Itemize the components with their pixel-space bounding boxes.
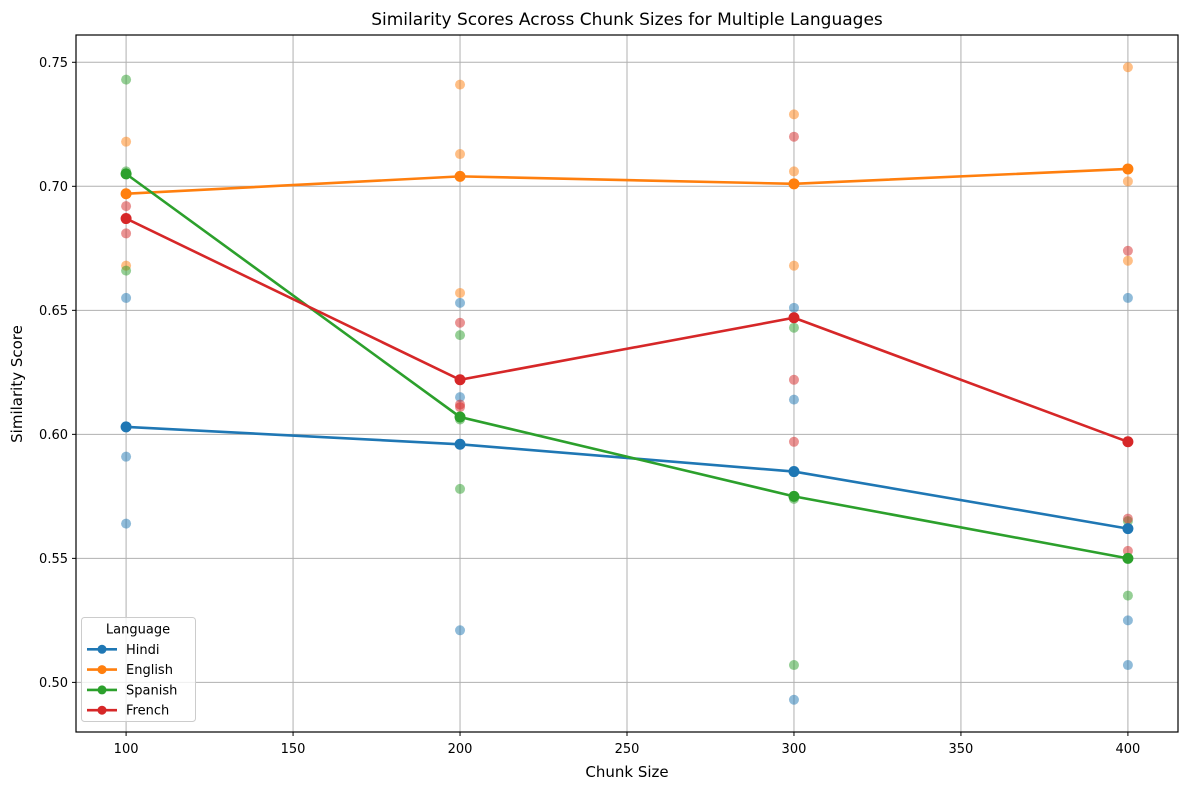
hindi-scatter-point xyxy=(455,625,466,636)
english-scatter-point xyxy=(455,79,466,90)
english-mean-line xyxy=(126,167,1128,196)
french-mean-marker xyxy=(454,374,466,386)
y-tick-label: 0.50 xyxy=(39,676,68,691)
french-scatter-point xyxy=(788,374,799,385)
hindi-scatter-point xyxy=(121,292,132,303)
english-scatter-point xyxy=(1122,176,1133,187)
spanish-scatter-point xyxy=(455,330,466,341)
hindi-mean-marker xyxy=(120,421,132,433)
french-scatter-point xyxy=(1122,513,1133,524)
legend-item-label-spanish: Spanish xyxy=(126,683,177,698)
hindi-scatter-point xyxy=(1122,292,1133,303)
french-mean-marker xyxy=(120,213,132,225)
spanish-mean-line xyxy=(125,172,1129,560)
spanish-scatter-point xyxy=(788,660,799,671)
english-scatter-point xyxy=(455,287,466,298)
y-tick-label: 0.70 xyxy=(39,180,68,195)
english-scatter-point xyxy=(455,149,466,160)
legend-item-label-french: French xyxy=(126,704,169,719)
english-scatter-point xyxy=(788,166,799,177)
hindi-scatter-point xyxy=(788,394,799,405)
english-mean-marker xyxy=(454,170,466,182)
hindi-scatter-point xyxy=(121,518,132,529)
chart-title: Similarity Scores Across Chunk Sizes for… xyxy=(371,10,883,30)
hindi-scatter-point xyxy=(455,297,466,308)
english-scatter-point xyxy=(1122,255,1133,266)
french-scatter-point xyxy=(1122,245,1133,256)
legend-item-label-hindi: Hindi xyxy=(126,643,160,658)
french-mean-marker xyxy=(788,312,800,324)
legend-marker-dot-hindi xyxy=(97,644,107,654)
spanish-mean-marker xyxy=(1122,552,1134,564)
x-axis-label: Chunk Size xyxy=(585,763,668,781)
legend-title: Language xyxy=(106,623,170,638)
y-tick-label: 0.55 xyxy=(39,552,68,567)
french-scatter-point xyxy=(121,228,132,239)
y-axis-label: Similarity Score xyxy=(8,325,26,443)
x-tick-label: 300 xyxy=(782,742,807,757)
hindi-mean-marker xyxy=(454,438,466,450)
french-scatter-point xyxy=(788,131,799,142)
english-mean-marker xyxy=(788,178,800,190)
french-scatter-point xyxy=(788,436,799,447)
spanish-scatter-point xyxy=(788,322,799,333)
spanish-scatter-point xyxy=(455,483,466,494)
french-scatter-point xyxy=(455,317,466,328)
english-scatter-point xyxy=(788,260,799,271)
hindi-scatter-point xyxy=(788,694,799,705)
y-tick-label: 0.60 xyxy=(39,428,68,443)
french-mean-line xyxy=(125,217,1129,444)
english-scatter-point xyxy=(1122,62,1133,73)
hindi-scatter-point xyxy=(788,302,799,313)
x-tick-label: 150 xyxy=(281,742,306,757)
hindi-scatter-point xyxy=(121,451,132,462)
legend-marker-dot-english xyxy=(97,665,107,675)
french-scatter-point xyxy=(121,201,132,212)
x-tick-label: 100 xyxy=(114,742,139,757)
spanish-scatter-point xyxy=(121,265,132,276)
french-scatter-point xyxy=(455,402,466,413)
legend-marker-dot-spanish xyxy=(97,685,107,695)
spanish-mean-marker xyxy=(454,411,466,423)
y-tick-label: 0.75 xyxy=(39,56,68,71)
legend-item-label-english: English xyxy=(126,663,173,678)
english-mean-marker xyxy=(120,188,132,200)
english-scatter-point xyxy=(788,109,799,120)
french-mean-marker xyxy=(1122,436,1134,448)
english-scatter-point xyxy=(121,136,132,147)
hindi-scatter-point xyxy=(1122,660,1133,671)
french-scatter-point xyxy=(1122,545,1133,556)
x-tick-label: 200 xyxy=(448,742,473,757)
spanish-scatter-point xyxy=(1122,590,1133,601)
spanish-scatter-point xyxy=(121,74,132,85)
x-tick-label: 250 xyxy=(615,742,640,757)
legend-marker-dot-french xyxy=(97,705,107,715)
x-tick-label: 400 xyxy=(1115,742,1140,757)
hindi-scatter-point xyxy=(455,392,466,403)
hindi-scatter-point xyxy=(1122,615,1133,626)
english-mean-marker xyxy=(1122,163,1134,175)
spanish-mean-marker xyxy=(120,168,132,180)
y-tick-label: 0.65 xyxy=(39,304,68,319)
legend-box xyxy=(81,617,196,722)
spanish-mean-marker xyxy=(788,490,800,502)
hindi-mean-marker xyxy=(1122,523,1134,535)
x-tick-label: 350 xyxy=(949,742,974,757)
hindi-mean-marker xyxy=(788,466,800,478)
